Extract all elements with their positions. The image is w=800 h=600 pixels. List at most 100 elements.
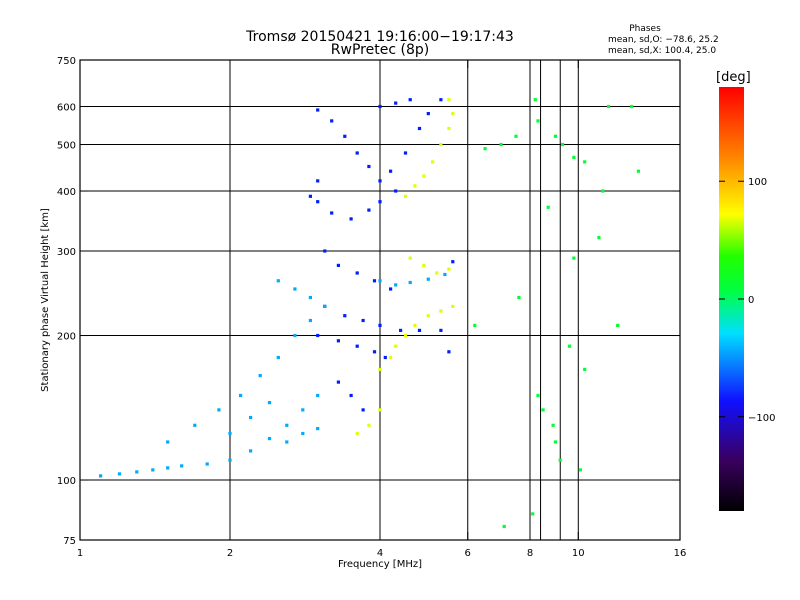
- y-tick-label: 100: [57, 476, 76, 487]
- data-point: [166, 440, 170, 444]
- data-point: [378, 279, 382, 283]
- data-point: [426, 314, 430, 318]
- data-point: [316, 179, 320, 183]
- x-tick-label: 4: [377, 548, 383, 559]
- data-point: [355, 271, 359, 275]
- data-point: [473, 323, 477, 327]
- data-point: [228, 458, 232, 462]
- data-point: [439, 142, 443, 147]
- x-axis-label: Frequency [MHz]: [338, 559, 422, 570]
- data-point: [389, 169, 393, 173]
- data-point: [578, 468, 582, 472]
- colorbar-tick-label: −100: [748, 413, 775, 424]
- data-point: [403, 151, 408, 155]
- data-point: [285, 423, 289, 427]
- data-point: [558, 458, 562, 462]
- x-axis-ticks: 1 2 4 6 8 10 16: [77, 60, 687, 559]
- data-point: [308, 295, 312, 300]
- data-point: [583, 160, 587, 164]
- data-point: [228, 431, 232, 436]
- data-point: [372, 350, 377, 354]
- y-tick-label: 300: [57, 247, 76, 258]
- data-point: [636, 169, 640, 173]
- data-point: [447, 98, 451, 102]
- data-point: [408, 98, 412, 102]
- data-point: [536, 119, 540, 123]
- data-point: [403, 194, 408, 198]
- x-tick-label: 8: [527, 548, 533, 559]
- data-point: [166, 466, 170, 470]
- data-point: [308, 194, 312, 198]
- data-point: [293, 333, 297, 338]
- data-point: [567, 344, 572, 348]
- data-point: [389, 287, 393, 291]
- data-point: [572, 155, 576, 159]
- data-point: [546, 205, 550, 209]
- data-point: [316, 427, 320, 431]
- data-point: [99, 474, 103, 478]
- data-point: [239, 393, 243, 398]
- x-tick-label: 16: [674, 548, 687, 559]
- data-point: [135, 470, 139, 474]
- data-point: [367, 164, 371, 169]
- legend-o-stats: mean, sd,O: −78.6, 25.2: [608, 35, 719, 45]
- data-point: [394, 189, 398, 193]
- data-point: [417, 328, 422, 332]
- data-point: [517, 295, 521, 300]
- data-point: [151, 468, 155, 472]
- data-point: [399, 328, 403, 332]
- data-point: [561, 142, 565, 147]
- data-point: [451, 112, 455, 116]
- data-point: [343, 134, 347, 138]
- data-point: [447, 126, 451, 131]
- data-point: [408, 256, 412, 260]
- data-point: [383, 355, 387, 360]
- data-point: [249, 449, 253, 453]
- data-point: [378, 323, 382, 327]
- colorbar-tick-label: 0: [748, 295, 754, 306]
- data-point: [349, 217, 353, 221]
- data-point: [413, 323, 417, 327]
- data-point: [606, 104, 611, 109]
- data-point: [336, 263, 340, 267]
- colorbar-ticks: 100 0 −100: [719, 177, 775, 424]
- data-point: [422, 263, 426, 267]
- data-point: [483, 147, 487, 151]
- data-point: [413, 184, 417, 188]
- x-tick-label: 1: [77, 548, 83, 559]
- data-point: [267, 437, 272, 441]
- data-point: [276, 279, 280, 283]
- data-point: [117, 472, 122, 476]
- y-tick-label: 600: [57, 103, 76, 114]
- y-tick-label: 500: [57, 141, 76, 152]
- data-point: [205, 462, 209, 466]
- data-point: [439, 328, 443, 332]
- data-point: [551, 423, 555, 427]
- y-tick-label: 200: [57, 332, 76, 343]
- data-point: [372, 279, 377, 283]
- data-point: [367, 423, 371, 427]
- data-point: [378, 104, 382, 109]
- data-point: [408, 280, 412, 285]
- data-point: [193, 423, 197, 427]
- x-tick-label: 10: [572, 548, 585, 559]
- data-point: [601, 189, 605, 193]
- data-point: [426, 277, 430, 281]
- data-point: [378, 367, 382, 371]
- data-point: [403, 333, 408, 338]
- data-point: [597, 236, 601, 240]
- data-point: [316, 393, 320, 398]
- data-point: [394, 101, 398, 105]
- colorbar-tick-label: 100: [748, 177, 767, 188]
- data-point: [316, 200, 320, 204]
- data-point: [553, 440, 558, 444]
- data-point: [361, 408, 365, 412]
- x-tick-label: 6: [465, 548, 471, 559]
- data-point: [499, 142, 503, 147]
- data-point: [349, 393, 353, 398]
- data-point: [336, 339, 340, 343]
- legend-x-stats: mean, sd,X: 100.4, 25.0: [608, 46, 716, 56]
- data-point: [553, 134, 558, 138]
- data-point: [330, 211, 334, 215]
